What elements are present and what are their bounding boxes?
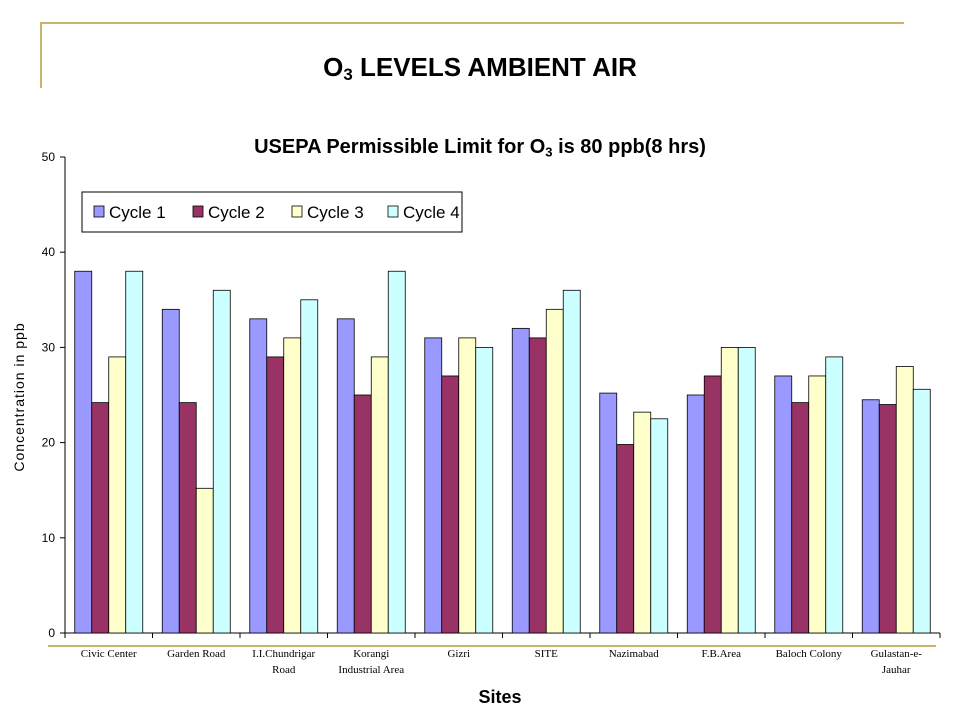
y-tick-labels: 0 10 20 30 40 50 — [42, 150, 56, 640]
x-tick-label: Garden Road — [167, 648, 226, 660]
legend-swatch — [93, 205, 105, 218]
x-tick-label: Nazimabad — [609, 648, 660, 660]
y-tick-label: 0 — [48, 626, 55, 640]
x-tick-labels: Civic Center Garden Road I.I.Chundrigar Roa… — [81, 648, 922, 676]
frame-top-line — [40, 22, 904, 24]
bar — [266, 356, 285, 634]
bar — [511, 327, 530, 634]
legend-swatch — [192, 205, 204, 218]
bar — [370, 356, 389, 634]
x-axis-label: Sites — [478, 687, 521, 707]
bar — [195, 487, 214, 634]
legend-label: Cycle 1 — [109, 203, 166, 222]
bar — [599, 392, 618, 634]
bar — [353, 394, 372, 634]
bar — [562, 289, 581, 634]
x-tick-label: Civic Center — [81, 648, 137, 660]
y-tick-label: 30 — [42, 340, 56, 354]
x-tick-label: I.I.Chundrigar Road — [252, 648, 315, 676]
bar — [108, 356, 127, 634]
chart-subtitle: USEPA Permissible Limit for O3 is 80 ppb… — [254, 136, 706, 160]
bar — [774, 375, 793, 634]
x-tick-label: Gizri — [447, 648, 470, 660]
legend-box — [81, 191, 463, 233]
bar — [633, 411, 652, 634]
bar — [283, 337, 302, 634]
bar — [808, 375, 827, 634]
bar — [912, 388, 931, 634]
bar — [424, 337, 443, 634]
slide-title: O3 LEVELS AMBIENT AIR — [323, 52, 637, 85]
y-tick-label: 40 — [42, 245, 56, 259]
bottom-rule — [48, 645, 936, 647]
bar — [861, 399, 880, 634]
bar — [475, 346, 494, 634]
bar — [720, 346, 739, 634]
bar — [616, 444, 635, 634]
chart-legend: Cycle 1 Cycle 2 Cycle 3 Cycle 4 — [81, 191, 463, 233]
x-tick-label: F.B.Area — [702, 648, 742, 660]
bar — [545, 308, 564, 634]
bar — [249, 318, 268, 634]
bar — [125, 270, 144, 634]
legend-swatch — [387, 205, 399, 218]
chart-bars — [74, 270, 931, 634]
bar — [895, 366, 914, 634]
frame-left-line — [40, 22, 42, 88]
bar — [74, 270, 93, 634]
legend-label: Cycle 3 — [307, 203, 364, 222]
bar — [791, 402, 810, 634]
bar — [703, 375, 722, 634]
bar — [336, 318, 355, 634]
bar — [161, 308, 180, 634]
y-tick-label: 50 — [42, 150, 56, 164]
legend-swatch — [291, 205, 303, 218]
bar — [825, 356, 844, 634]
bar — [441, 375, 460, 634]
y-tick-label: 20 — [42, 436, 56, 450]
legend-label: Cycle 2 — [208, 203, 265, 222]
x-tick-label: Gulastan-e-Jauhar — [871, 648, 923, 676]
bar — [458, 337, 477, 634]
x-tick-label: SITE — [535, 648, 559, 660]
bar — [178, 402, 197, 634]
bar — [878, 404, 897, 634]
x-tick-label: Korangi Industrial Area — [338, 648, 404, 676]
bar — [300, 299, 319, 634]
y-tick-label: 10 — [42, 531, 56, 545]
bar — [212, 289, 231, 634]
x-tick-label: Baloch Colony — [776, 648, 843, 660]
bar — [387, 270, 406, 634]
y-axis-label: Concentration in ppb — [11, 322, 27, 471]
bar — [686, 394, 705, 634]
bar — [737, 346, 756, 634]
bar — [528, 337, 547, 634]
legend-label: Cycle 4 — [403, 203, 460, 222]
bar — [650, 418, 669, 634]
bar — [91, 402, 110, 634]
